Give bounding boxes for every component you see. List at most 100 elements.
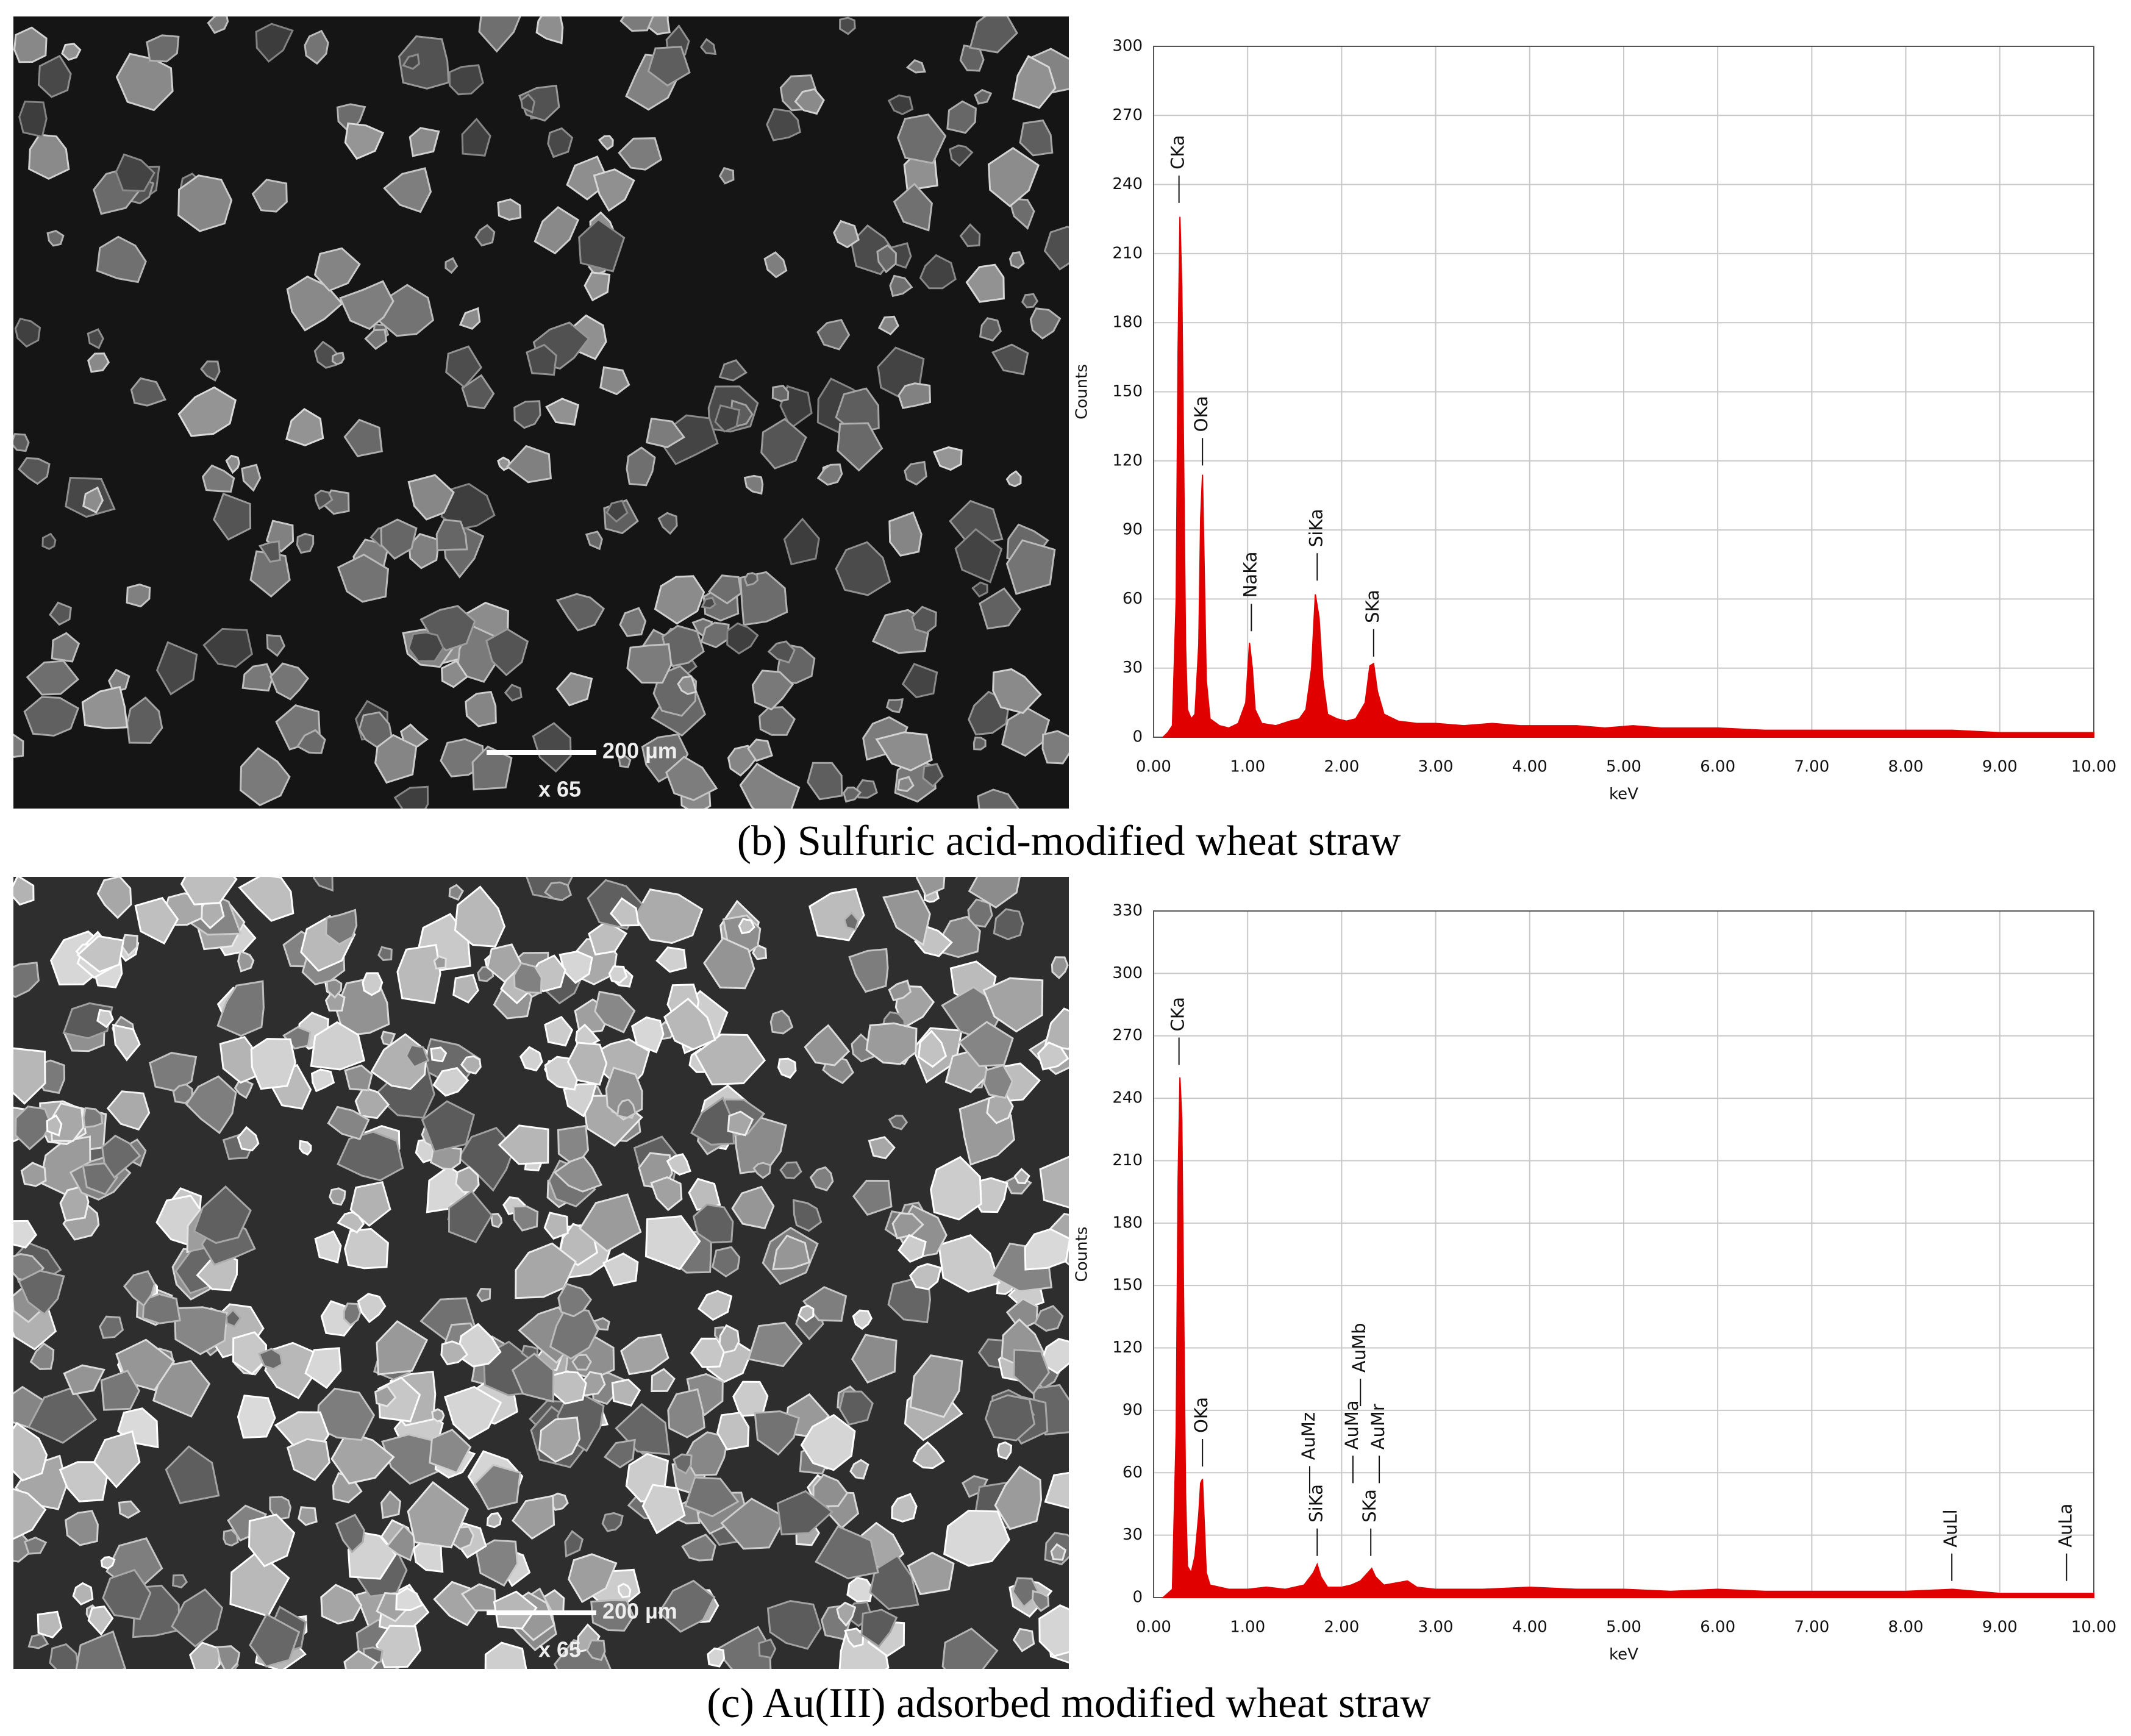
particle bbox=[513, 400, 541, 429]
particle bbox=[535, 16, 564, 45]
particle bbox=[993, 908, 1024, 940]
peak-label: AuMa bbox=[1341, 1400, 1362, 1449]
particle bbox=[380, 518, 418, 560]
y-tick-label: 210 bbox=[1112, 244, 1143, 262]
particle bbox=[13, 26, 48, 63]
particle bbox=[474, 224, 496, 247]
particle bbox=[758, 1638, 777, 1659]
particle bbox=[647, 16, 671, 35]
y-tick-label: 240 bbox=[1112, 175, 1143, 193]
particle bbox=[1044, 1007, 1069, 1050]
particle bbox=[1033, 1305, 1064, 1332]
particle bbox=[777, 1057, 797, 1079]
particle bbox=[991, 343, 1029, 376]
y-tick-label: 180 bbox=[1112, 1213, 1143, 1232]
particle bbox=[431, 1408, 445, 1423]
particle bbox=[171, 1588, 224, 1648]
peak-label: AuLa bbox=[2055, 1504, 2076, 1548]
particle bbox=[497, 198, 522, 221]
particle bbox=[286, 1438, 330, 1482]
y-tick-label: 270 bbox=[1112, 1026, 1143, 1045]
particle bbox=[747, 1321, 803, 1368]
particle bbox=[395, 1587, 424, 1612]
particle bbox=[616, 1099, 637, 1119]
particle bbox=[715, 1626, 772, 1669]
y-tick-label: 30 bbox=[1123, 1526, 1143, 1544]
particle bbox=[385, 1524, 416, 1562]
particle bbox=[626, 643, 673, 684]
y-tick-label: 30 bbox=[1123, 659, 1143, 677]
particle bbox=[20, 1162, 47, 1187]
particle bbox=[898, 1234, 927, 1263]
particle bbox=[155, 641, 198, 696]
particle bbox=[893, 182, 933, 232]
particle bbox=[304, 29, 329, 65]
particle bbox=[915, 877, 946, 898]
particle bbox=[515, 1242, 577, 1299]
particle bbox=[337, 1211, 365, 1234]
particle bbox=[804, 1024, 851, 1066]
particle bbox=[405, 1044, 430, 1068]
spectrum bbox=[1161, 216, 2094, 738]
particle bbox=[655, 946, 687, 973]
x-tick-label: 0.00 bbox=[1136, 1618, 1171, 1637]
particle bbox=[553, 1156, 603, 1193]
particle bbox=[667, 1388, 705, 1438]
particle bbox=[13, 1047, 46, 1105]
x-tick-label: 2.00 bbox=[1324, 1618, 1359, 1637]
particle bbox=[779, 1161, 802, 1179]
particle bbox=[13, 877, 35, 906]
particle bbox=[837, 422, 883, 472]
particle bbox=[310, 1021, 366, 1071]
particle bbox=[493, 1590, 538, 1630]
particle bbox=[448, 64, 484, 96]
particle bbox=[46, 1114, 63, 1137]
particle bbox=[1024, 1228, 1069, 1271]
particle bbox=[641, 1484, 686, 1535]
particle bbox=[485, 627, 529, 677]
particle bbox=[852, 1179, 893, 1216]
particle bbox=[396, 943, 441, 1004]
particle bbox=[578, 218, 626, 273]
particle bbox=[901, 663, 938, 699]
particle bbox=[977, 788, 1019, 809]
particle bbox=[532, 722, 572, 773]
caption: (c) Au(III) adsorbed modified wheat stra… bbox=[707, 1680, 1431, 1727]
particle bbox=[585, 1639, 606, 1662]
particle bbox=[258, 1348, 284, 1370]
particle bbox=[250, 1038, 296, 1090]
particle bbox=[320, 1584, 363, 1625]
particle bbox=[498, 1124, 549, 1165]
particle bbox=[843, 911, 860, 931]
particle bbox=[971, 581, 988, 598]
particle bbox=[313, 247, 361, 292]
particle bbox=[1038, 1604, 1069, 1657]
particle bbox=[193, 1185, 252, 1245]
particle bbox=[430, 1046, 448, 1063]
particle bbox=[549, 1306, 599, 1360]
particle bbox=[941, 1627, 999, 1669]
particle bbox=[51, 632, 80, 663]
particle bbox=[1044, 1471, 1069, 1509]
particle bbox=[96, 877, 132, 920]
particle bbox=[727, 1110, 754, 1137]
particle bbox=[344, 122, 385, 160]
particle bbox=[585, 530, 603, 551]
particle bbox=[911, 605, 937, 634]
particle bbox=[237, 1395, 276, 1439]
particle bbox=[630, 1016, 665, 1054]
particle bbox=[891, 1212, 924, 1240]
particle bbox=[720, 1498, 787, 1550]
particle bbox=[377, 946, 393, 962]
x-tick-label: 3.00 bbox=[1418, 758, 1454, 776]
particle bbox=[603, 1438, 636, 1469]
particle bbox=[1013, 1349, 1051, 1395]
particle bbox=[432, 1066, 469, 1097]
particle bbox=[543, 1212, 569, 1240]
particle bbox=[969, 16, 1018, 54]
particle bbox=[665, 755, 718, 801]
particle bbox=[93, 1430, 141, 1488]
y-tick-label: 90 bbox=[1123, 1401, 1143, 1419]
particle bbox=[760, 418, 807, 470]
x-tick-label: 6.00 bbox=[1700, 758, 1735, 776]
